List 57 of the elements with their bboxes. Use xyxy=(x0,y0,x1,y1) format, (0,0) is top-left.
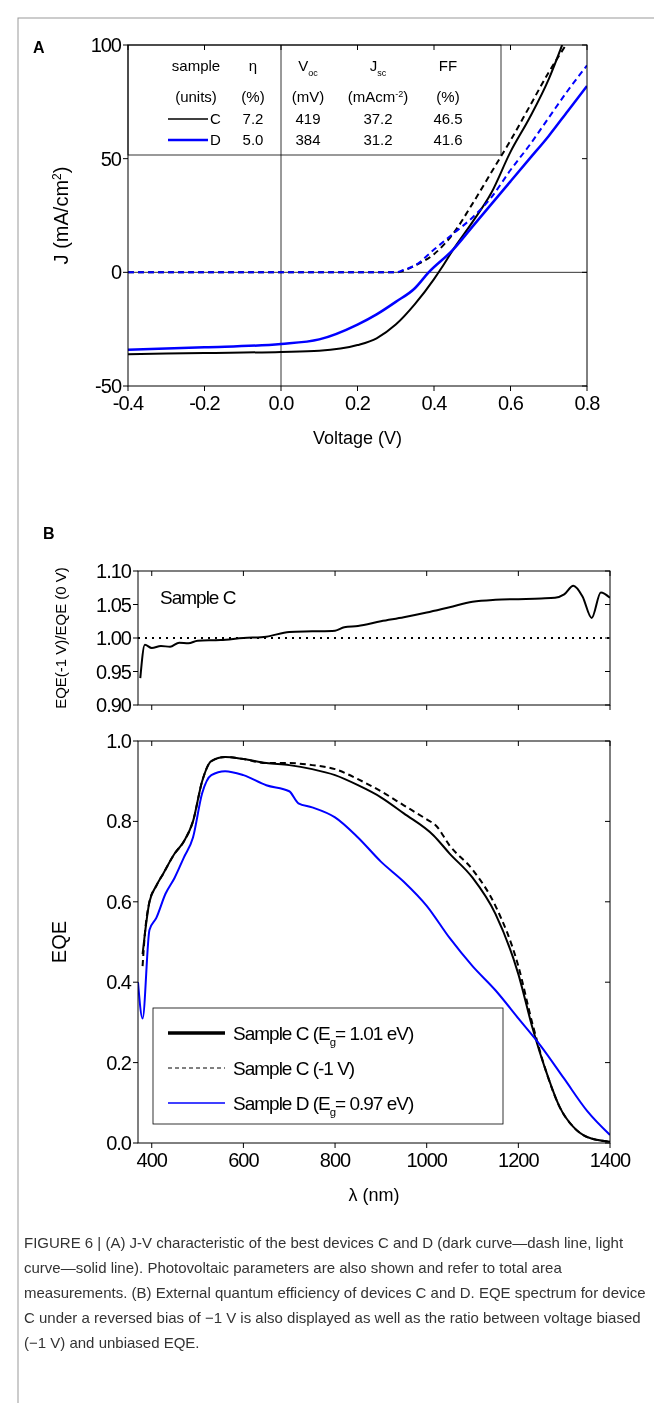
annotation: η xyxy=(248,57,258,74)
y-tick-label: 0.6 xyxy=(106,890,132,913)
y-tick-label: 0 xyxy=(110,261,122,284)
y-tick-label: 100 xyxy=(90,34,122,56)
chart-title: A xyxy=(33,39,45,56)
y-tick-label: 1.10 xyxy=(96,560,132,582)
x-tick-label: 1000 xyxy=(406,1149,448,1171)
annotation: (%) xyxy=(436,88,460,105)
legend-label: Sample D (E$_{g}$= 0.97 eV) xyxy=(233,1093,414,1118)
annotation: 37.2 xyxy=(363,110,393,127)
y-tick-label: 0.4 xyxy=(106,971,132,994)
x-tick-label: 1200 xyxy=(498,1149,540,1171)
annotation: 7.2 xyxy=(242,110,264,127)
x-tick-label: 0.0 xyxy=(268,392,295,414)
y-tick-label: 1.0 xyxy=(106,730,132,752)
annotation: (units) xyxy=(175,88,217,105)
x-tick-label: 0.2 xyxy=(345,392,371,414)
x-tick-label: 600 xyxy=(228,1149,260,1171)
annotation: (mAcm$^{-2}$) xyxy=(347,88,409,105)
legend-label: C xyxy=(210,110,221,127)
y-tick-label: 50 xyxy=(100,147,122,170)
y-tick-label: 0.0 xyxy=(106,1132,132,1154)
x-axis-title: λ (nm) xyxy=(348,1185,400,1205)
annotation: 384 xyxy=(295,131,321,148)
x-tick-label: 0.4 xyxy=(421,392,448,414)
legend-label: Sample C (-1 V) xyxy=(233,1058,355,1079)
x-tick-label: 0.6 xyxy=(498,392,524,414)
annotation: 5.0 xyxy=(242,131,264,148)
x-axis-title: Voltage (V) xyxy=(312,428,403,448)
y-tick-label: 0.2 xyxy=(106,1051,132,1074)
x-tick-label: 400 xyxy=(136,1149,168,1171)
x-tick-label: 0.8 xyxy=(574,392,601,414)
annotation: J$_{sc}$ xyxy=(369,57,387,78)
y-tick-label: 1.05 xyxy=(96,593,132,616)
annotation: (mV) xyxy=(291,88,325,105)
chart-title: B xyxy=(43,525,55,542)
legend-label: Sample C (E$_{g}$= 1.01 eV) xyxy=(233,1023,414,1048)
annotation: Sample C xyxy=(160,587,236,608)
y-axis-title: EQE(-1 V)/EQE (0 V) xyxy=(52,567,69,709)
annotation: FF xyxy=(438,57,458,74)
annotation: (%) xyxy=(241,88,265,105)
x-tick-label: 1400 xyxy=(589,1149,632,1171)
annotation: sample xyxy=(171,57,221,74)
x-tick-label: -0.2 xyxy=(189,392,221,414)
annotation: 31.2 xyxy=(363,131,393,148)
y-tick-label: 0.95 xyxy=(96,660,132,683)
y-axis-title: EQE xyxy=(48,920,70,964)
caption: FIGURE 6 | (A) J-V characteristic of the best devices C and D (dark curve—dash line, light curve—solid line). Photovoltaic parameters are also shown and refer to total area measurements. (B) External quantum efficiency of devices C and D. EQE spectrum for device C under a reversed bias of −1 V is also displayed as well as the ratio between voltage biased (−1 V) and unbiased EQE. xyxy=(24,1233,647,1353)
annotation: V$_{oc}$ xyxy=(298,57,319,78)
x-tick-label: 800 xyxy=(319,1149,352,1171)
y-tick-label: 0.90 xyxy=(96,694,132,716)
legend-label: D xyxy=(210,131,221,148)
y-tick-label: 1.00 xyxy=(96,627,132,649)
annotation: 41.6 xyxy=(433,131,463,148)
y-tick-label: 0.8 xyxy=(106,810,132,833)
annotation: 419 xyxy=(295,110,321,127)
annotation: 46.5 xyxy=(433,110,463,127)
